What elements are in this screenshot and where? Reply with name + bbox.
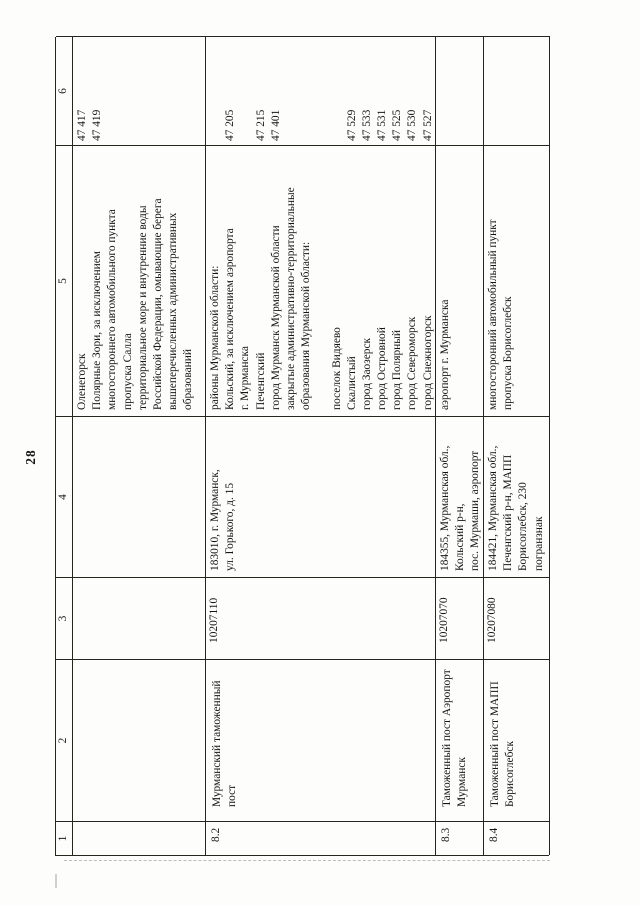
text-line: город Снежногорск: [421, 315, 434, 410]
text-line: образования Мурманской области:: [300, 241, 313, 410]
text-line: Полярные Зори, за исключением: [91, 250, 104, 410]
text-line: 47 531: [376, 109, 389, 141]
text-line: Мурманский таможенный: [211, 680, 223, 807]
text-line: закрытые административно-территориальные: [284, 187, 297, 410]
customs-posts-table: 1 2 3 4 5 6 Оленегорск Полярные Зори, за …: [55, 36, 550, 856]
row-number-cell: [73, 821, 206, 855]
text-line: [299, 37, 314, 141]
text-line: Таможенный пост МАПП: [489, 681, 501, 807]
area-code-cell: 47 205 47 215 47 401 47 529 47 533 47 531 47…: [206, 36, 436, 145]
text-line: Печенгский: [254, 352, 267, 410]
col-number-4: 4: [56, 416, 73, 577]
text-line: Кольский р-н,: [454, 503, 467, 571]
area-code-cell: [436, 36, 484, 145]
activity-region-cell: Оленегорск Полярные Зори, за исключением м…: [73, 145, 206, 416]
text-line: поселок Видяево: [330, 327, 343, 410]
activity-region-cell: аэропорт г. Мурманска: [436, 145, 484, 416]
post-address-cell: 183010, г. Мурманск, ул. Горького, д. 15: [206, 416, 436, 577]
text-line: 47 529: [345, 109, 358, 141]
post-name-cell: Таможенный пост МАПП Борисоглебск: [484, 659, 550, 821]
text-line: многосторонний автомобильный пункт: [487, 219, 499, 410]
text-line: Оленегорск: [76, 353, 88, 411]
text-line: ул. Горького, д. 15: [224, 482, 237, 571]
col-number-5: 5: [56, 145, 73, 416]
text-line: пропуска Борисоглебск: [502, 296, 515, 410]
text-line: пост: [226, 784, 239, 807]
post-code-cell: [73, 577, 206, 659]
activity-region-cell: многосторонний автомобильный пункт пропус…: [484, 145, 550, 416]
text-line: Скалистый: [345, 356, 358, 410]
text-line: [238, 37, 253, 141]
text-line: [314, 37, 329, 141]
text-line: 47 417: [76, 109, 88, 141]
text-line: погранзнак: [532, 516, 545, 572]
text-line: город Заозерск: [360, 337, 373, 410]
text-line: [284, 37, 299, 141]
text-line: Борисоглебск: [504, 741, 517, 807]
text-line: образований: [182, 349, 195, 410]
text-line: Мурманск: [456, 757, 469, 807]
text-line: Кольский, за исключением аэропорта: [224, 228, 237, 410]
area-code-cell: [484, 36, 550, 145]
text-line: город Островной: [376, 327, 389, 410]
text-line: 184421, Мурманская обл.,: [487, 445, 499, 571]
text-line: Таможенный пост Аэропорт: [441, 669, 453, 807]
post-code-cell: 10207110: [206, 577, 436, 659]
text-line: Борисоглебск, 230: [517, 482, 530, 571]
text-line: 47 215: [254, 109, 267, 141]
post-name-cell: Таможенный пост Аэропорт Мурманск: [436, 659, 484, 821]
page-number: 28: [23, 449, 38, 465]
post-address-cell: 184421, Мурманская обл., Печенгский р-н, …: [484, 416, 550, 577]
text-line: [208, 37, 223, 141]
text-line: пос. Мурмаши, аэропорт: [469, 450, 482, 571]
text-line: пропуска Салла: [121, 333, 134, 410]
text-line: [330, 37, 345, 141]
text-line: районы Мурманской области:: [209, 265, 221, 410]
post-name-cell: Мурманский таможенный пост: [206, 659, 436, 821]
text-line: аэропорт г. Мурманска: [439, 299, 451, 410]
row-number-cell: 8.4: [484, 821, 550, 855]
col-number-3: 3: [56, 577, 73, 659]
scan-artifact-line: [64, 860, 550, 861]
text-line: город Полярный: [391, 329, 404, 410]
text-line: [314, 146, 329, 410]
text-line: город Мурманск Мурманской области: [269, 225, 282, 410]
text-line: город Североморск: [406, 316, 419, 410]
post-address-cell: 184355, Мурманская обл., Кольский р-н, пос…: [436, 416, 484, 577]
text-line: территориальное море и внутренние воды: [136, 205, 149, 411]
col-number-6: 6: [56, 36, 73, 145]
post-code-cell: 10207070: [436, 577, 484, 659]
col-number-2: 2: [56, 659, 73, 821]
text-line: Печенгский р-н, МАПП: [502, 454, 515, 571]
text-line: 47 525: [391, 109, 404, 141]
text-line: г. Мурманска: [239, 346, 252, 410]
area-code-cell: 47 417 47 419: [73, 36, 206, 145]
rotated-content-layer: 28 1 2 3 4 5 6 Оленегорск Полярные Зори, …: [23, 36, 550, 856]
text-line: 47 527: [421, 109, 434, 141]
text-line: 47 401: [269, 109, 282, 141]
text-line: многостороннего автомобильного пункта: [106, 209, 119, 410]
post-code-cell: 10207080: [484, 577, 550, 659]
text-line: 47 419: [91, 109, 104, 141]
post-address-cell: [73, 416, 206, 577]
text-line: 47 530: [406, 109, 419, 141]
text-line: 183010, г. Мурманск,: [209, 469, 221, 571]
text-line: Российской Федерации, омывающие берега: [151, 198, 164, 410]
text-line: 184355, Мурманская обл.,: [439, 445, 451, 571]
row-number-cell: 8.3: [436, 821, 484, 855]
text-line: вышеперечисленных административных: [167, 212, 180, 410]
scan-artifact-speck: [55, 874, 57, 888]
text-line: 47 205: [224, 109, 237, 141]
activity-region-cell: районы Мурманской области: Кольский, за и…: [206, 145, 436, 416]
row-number-cell: 8.2: [206, 821, 436, 855]
text-line: 47 533: [360, 109, 373, 141]
post-name-cell: [73, 659, 206, 821]
col-number-1: 1: [56, 821, 73, 855]
